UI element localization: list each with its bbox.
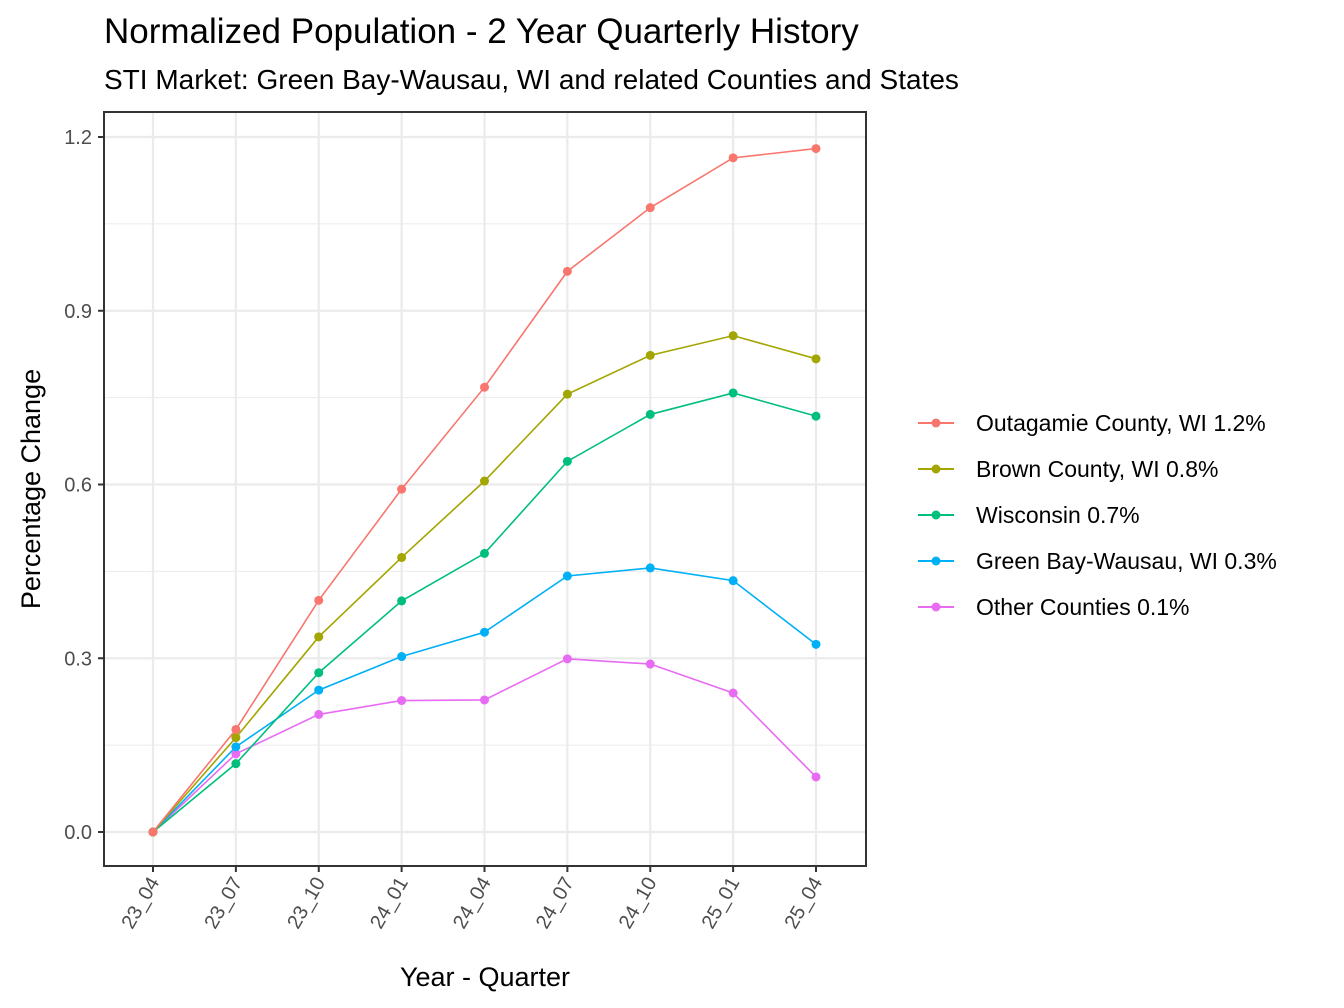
data-point (480, 695, 489, 705)
x-tick-label: 25_04 (780, 874, 827, 933)
data-point (480, 382, 489, 392)
x-tick-label: 23_10 (283, 874, 330, 933)
legend-key-point (931, 602, 941, 612)
data-point (562, 389, 572, 399)
data-point (314, 685, 324, 695)
y-tick-label: 1.2 (64, 127, 92, 149)
legend-key-point (931, 418, 941, 428)
data-point (314, 668, 324, 678)
data-point (728, 331, 738, 341)
legend-item: Other Counties 0.1% (918, 594, 1190, 620)
data-point (811, 354, 821, 364)
data-point (314, 632, 324, 642)
series-points (148, 144, 821, 837)
legend-label: Other Counties 0.1% (976, 594, 1190, 620)
x-tick-label: 24_01 (366, 874, 413, 933)
data-point (397, 652, 407, 662)
y-tick-label: 0.6 (64, 475, 92, 497)
data-point (562, 654, 572, 664)
data-point (645, 203, 655, 213)
x-tick-label: 23_04 (117, 874, 164, 933)
legend-label: Green Bay-Wausau, WI 0.3% (976, 548, 1277, 574)
data-point (811, 772, 821, 782)
data-point (645, 659, 655, 669)
data-point (231, 759, 241, 769)
grid-lines (104, 112, 866, 866)
legend-item: Outagamie County, WI 1.2% (918, 410, 1266, 436)
data-point (231, 724, 241, 734)
y-tick-label: 0.0 (64, 822, 92, 844)
data-point (811, 639, 821, 649)
data-point (811, 411, 821, 421)
data-point (314, 709, 324, 719)
x-axis: 23_04 23_07 23_10 24_01 24_04 24_07 24_10 25_01… (117, 866, 827, 933)
x-tick-label: 24_10 (615, 874, 662, 933)
data-point (645, 409, 655, 419)
data-point (480, 627, 489, 637)
data-point (562, 571, 572, 581)
data-point (728, 688, 738, 698)
x-tick-label: 25_01 (698, 874, 745, 933)
data-point (397, 696, 407, 706)
x-tick-label: 23_07 (200, 874, 247, 933)
x-tick-label: 24_07 (532, 874, 579, 933)
legend-item: Brown County, WI 0.8% (918, 456, 1218, 482)
x-tick-label: 24_04 (449, 874, 496, 933)
y-axis-title: Percentage Change (16, 369, 46, 609)
legend-item: Green Bay-Wausau, WI 0.3% (918, 548, 1277, 574)
data-point (397, 596, 407, 606)
legend-item: Wisconsin 0.7% (918, 502, 1140, 528)
y-tick-label: 0.9 (64, 301, 92, 323)
legend: Outagamie County, WI 1.2% Brown County, W… (918, 410, 1277, 620)
data-point (562, 456, 572, 466)
legend-label: Wisconsin 0.7% (976, 502, 1140, 528)
data-point (231, 742, 241, 752)
y-tick-label: 0.3 (64, 648, 92, 670)
data-point (314, 595, 324, 605)
data-point (397, 552, 407, 562)
chart-subtitle: STI Market: Green Bay-Wausau, WI and rel… (104, 64, 959, 95)
data-point (728, 388, 738, 398)
legend-label: Outagamie County, WI 1.2% (976, 410, 1266, 436)
legend-key-point (931, 510, 941, 520)
data-point (231, 749, 241, 759)
chart-title: Normalized Population - 2 Year Quarterly… (104, 12, 859, 51)
data-point (811, 144, 821, 154)
data-point (480, 476, 489, 486)
legend-key-point (931, 464, 941, 474)
data-point (645, 563, 655, 573)
data-point (562, 266, 572, 276)
y-axis: 0.0 0.3 0.6 0.9 1.2 (64, 127, 104, 844)
data-point (645, 350, 655, 360)
data-point (728, 576, 738, 586)
data-point (148, 827, 158, 837)
data-point (397, 484, 407, 494)
legend-label: Brown County, WI 0.8% (976, 456, 1218, 482)
x-axis-title: Year - Quarter (400, 962, 570, 992)
data-point (231, 733, 241, 743)
data-point (728, 153, 738, 163)
data-point (480, 548, 489, 558)
legend-key-point (931, 556, 941, 566)
